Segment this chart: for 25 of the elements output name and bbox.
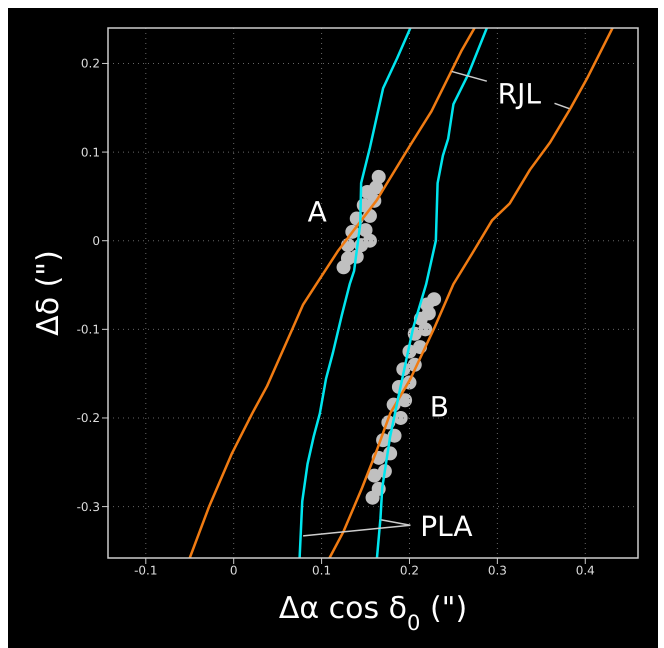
y-tick-label: 0	[92, 234, 100, 248]
line-series	[328, 28, 614, 558]
x-tick-label: 0.1	[312, 564, 332, 578]
annotation: RJL	[498, 77, 542, 110]
line-series	[188, 28, 476, 558]
x-tick-label: 0	[230, 564, 238, 578]
y-tick-label: -0.2	[76, 411, 100, 426]
y-tick-label: 0.2	[80, 56, 100, 71]
y-tick-label: -0.3	[76, 500, 100, 514]
x-tick-label: 0.4	[576, 564, 595, 578]
point	[372, 170, 386, 184]
line-series	[298, 28, 412, 558]
annotation: B	[430, 390, 449, 423]
point	[362, 234, 377, 248]
y-tick-label: -0.1	[76, 322, 100, 337]
point	[394, 410, 408, 425]
y-tick-label: 0.1	[80, 145, 100, 160]
x-axis-title: Δα cos δ$_{0}$ (")	[278, 591, 468, 635]
y-axis-title: Δδ (")	[31, 250, 66, 336]
annotation: PLA	[420, 510, 473, 543]
x-tick-label: 0.3	[488, 564, 507, 578]
annotation: A	[308, 194, 327, 228]
x-tick-label: 0.2	[400, 564, 420, 578]
point	[427, 292, 442, 306]
x-tick-label: -0.1	[134, 564, 158, 578]
